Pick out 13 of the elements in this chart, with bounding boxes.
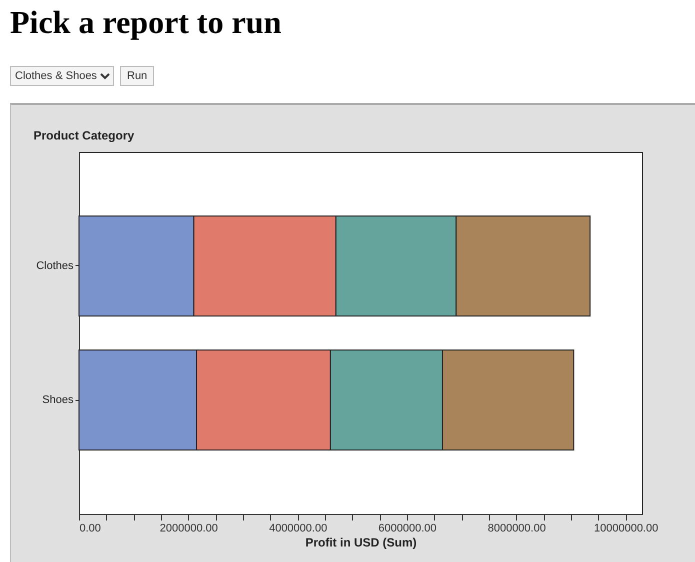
x-tick-label: 0.00 bbox=[80, 522, 101, 534]
x-tick-label: 10000000.00 bbox=[594, 522, 658, 534]
y-tick-label: Shoes bbox=[42, 394, 74, 406]
x-tick-label: 2000000.00 bbox=[160, 522, 218, 534]
x-tick-label: 6000000.00 bbox=[378, 522, 437, 534]
x-axis-title: Profit in USD (Sum) bbox=[305, 536, 417, 550]
y-axis-title: Product Category bbox=[34, 128, 135, 142]
chart-title: Pick a report to run bbox=[10, 4, 282, 41]
dropdown-field: Clothes & Shoes bbox=[10, 66, 114, 86]
y-tick-label: Clothes bbox=[36, 260, 74, 272]
x-tick-label: 4000000.00 bbox=[269, 522, 328, 534]
x-tick-label: 8000000.00 bbox=[488, 522, 546, 534]
run-button: Run bbox=[120, 66, 154, 86]
